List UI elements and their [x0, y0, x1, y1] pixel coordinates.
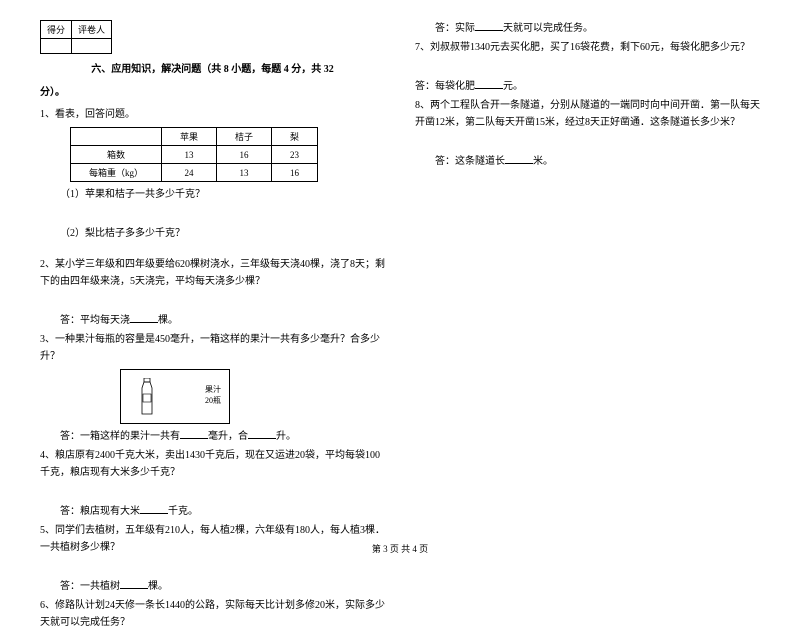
blank	[130, 313, 158, 323]
q8-text: 8、两个工程队合开一条隧道，分别从隧道的一端同时向中间开凿．第一队每天开凿12米…	[415, 97, 760, 131]
q4-answer: 答：粮店现有大米 千克。	[60, 503, 385, 520]
q6-answer: 答：实际 天就可以完成任务。	[435, 20, 760, 37]
td: 16	[272, 164, 318, 182]
section-title: 六、应用知识，解决问题（共 8 小题，每题 4 分，共 32	[40, 60, 385, 75]
grader-label: 评卷人	[72, 21, 112, 39]
q6a-pre: 答：实际	[435, 23, 475, 34]
q5a-pre: 答：一共植树	[60, 581, 120, 592]
td: 每箱重（kg）	[71, 164, 162, 182]
q3-answer: 答：一箱这样的果汁一共有 毫升，合 升。	[60, 428, 385, 445]
th: 梨	[272, 128, 318, 146]
q3a-mid: 毫升，合	[208, 431, 248, 442]
q6a-post: 天就可以完成任务。	[503, 23, 593, 34]
q4a-post: 千克。	[168, 506, 198, 517]
score-label: 得分	[41, 21, 72, 39]
score-table: 得分 评卷人	[40, 20, 112, 54]
q7a-pre: 答：每袋化肥	[415, 81, 475, 92]
blank	[248, 429, 276, 439]
juice-label-1: 果汁	[205, 384, 221, 395]
page-footer: 第 3 页 共 4 页	[0, 542, 800, 555]
juice-box-figure: 果汁 20瓶	[120, 369, 230, 424]
td: 23	[272, 146, 318, 164]
q4-text: 4、粮店原有2400千克大米，卖出1430千克后，现在又运进20袋，平均每袋10…	[40, 447, 385, 481]
table-row: 苹果 桔子 梨	[71, 128, 318, 146]
bottle-icon	[137, 378, 157, 416]
blank	[180, 429, 208, 439]
blank	[475, 21, 503, 31]
th: 桔子	[217, 128, 272, 146]
q8-answer: 答：这条隧道长 米。	[435, 153, 760, 170]
q1-sub1: （1）苹果和桔子一共多少千克？	[60, 186, 385, 203]
section-title-tail: 分）。	[40, 83, 385, 98]
td: 16	[217, 146, 272, 164]
q6-text: 6、修路队计划24天修一条长1440的公路，实际每天比计划多修20米，实际多少天…	[40, 597, 385, 631]
q7-answer: 答：每袋化肥 元。	[415, 78, 760, 95]
juice-label-2: 20瓶	[205, 395, 221, 406]
q2a-pre: 答：平均每天浇	[60, 315, 130, 326]
q8a-post: 米。	[533, 156, 553, 167]
q5a-post: 棵。	[148, 581, 168, 592]
q4a-pre: 答：粮店现有大米	[60, 506, 140, 517]
th	[71, 128, 162, 146]
table-row: 箱数 13 16 23	[71, 146, 318, 164]
td: 13	[217, 164, 272, 182]
td: 13	[162, 146, 217, 164]
q7-text: 7、刘叔叔带1340元去买化肥，买了16袋花费，剩下60元，每袋化肥多少元？	[415, 39, 760, 56]
juice-label: 果汁 20瓶	[205, 384, 221, 406]
blank	[140, 504, 168, 514]
q2-answer: 答：平均每天浇 棵。	[60, 312, 385, 329]
q2-text: 2、某小学三年级和四年级要给620棵树浇水，三年级每天浇40棵，浇了8天；剩下的…	[40, 256, 385, 290]
th: 苹果	[162, 128, 217, 146]
q7a-post: 元。	[503, 81, 523, 92]
blank	[120, 579, 148, 589]
q1-table: 苹果 桔子 梨 箱数 13 16 23 每箱重（kg） 24 13 16	[70, 127, 318, 182]
q3-text: 3、一种果汁每瓶的容量是450毫升，一箱这样的果汁一共有多少毫升？合多少升？	[40, 331, 385, 365]
table-row: 每箱重（kg） 24 13 16	[71, 164, 318, 182]
blank	[475, 79, 503, 89]
q1-sub2: （2）梨比桔子多多少千克？	[60, 225, 385, 242]
q3a-post: 升。	[276, 431, 296, 442]
td: 24	[162, 164, 217, 182]
score-cell	[41, 39, 72, 54]
td: 箱数	[71, 146, 162, 164]
q5-answer: 答：一共植树 棵。	[60, 578, 385, 595]
q3a-pre: 答：一箱这样的果汁一共有	[60, 431, 180, 442]
blank	[505, 154, 533, 164]
q2a-post: 棵。	[158, 315, 178, 326]
q8a-pre: 答：这条隧道长	[435, 156, 505, 167]
q1-text: 1、看表，回答问题。	[40, 106, 385, 123]
grader-cell	[72, 39, 112, 54]
